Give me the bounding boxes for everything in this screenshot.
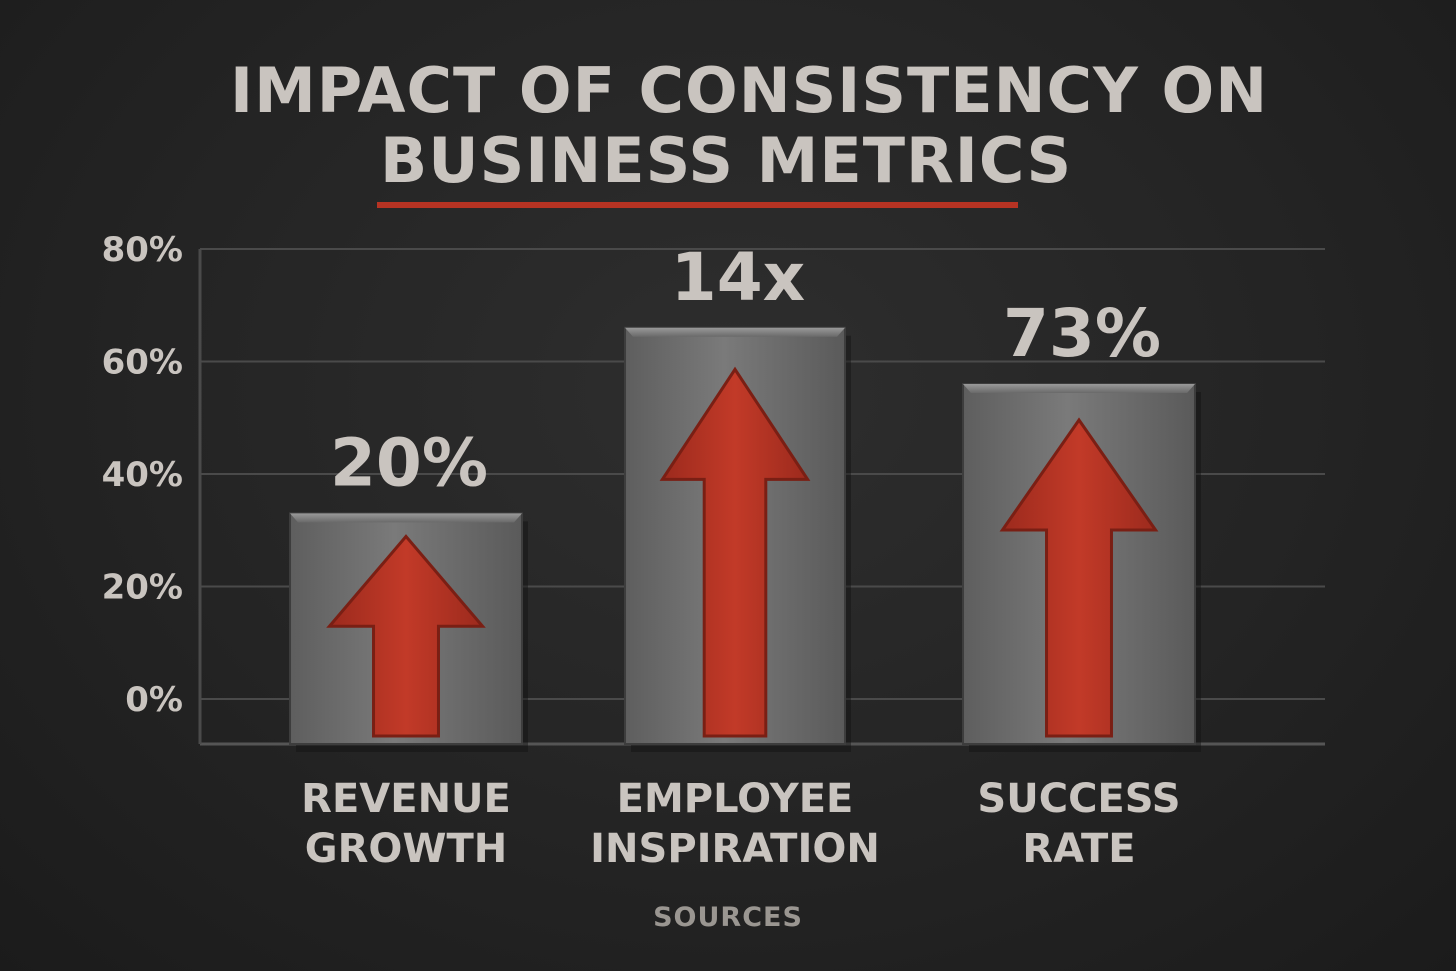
x-tick-label: EMPLOYEE bbox=[617, 776, 854, 822]
bar-3 bbox=[962, 383, 1201, 752]
bar-bevel bbox=[290, 513, 522, 523]
x-tick-label: GROWTH bbox=[305, 826, 508, 872]
bar-bevel bbox=[625, 327, 845, 337]
bar-1 bbox=[289, 512, 528, 752]
y-tick-label: 20% bbox=[102, 568, 183, 608]
up-arrow-icon bbox=[326, 534, 486, 738]
x-tick-label: INSPIRATION bbox=[590, 826, 880, 872]
x-tick-label: SUCCESS bbox=[977, 776, 1180, 822]
sources-label: SOURCES bbox=[653, 902, 803, 933]
bar-2 bbox=[624, 326, 851, 752]
up-arrow-icon bbox=[999, 417, 1159, 738]
up-arrow-icon bbox=[659, 366, 811, 738]
y-tick-label: 40% bbox=[102, 455, 183, 495]
chart-title-line-1: IMPACT OF CONSISTENCY ON bbox=[230, 54, 1269, 127]
y-tick-label: 60% bbox=[102, 343, 183, 383]
data-label: 20% bbox=[330, 424, 488, 501]
data-label: 73% bbox=[1003, 295, 1161, 372]
y-tick-label: 0% bbox=[125, 680, 183, 720]
title-underline bbox=[377, 202, 1018, 208]
bar-bevel bbox=[963, 384, 1195, 393]
chart-title-line-2: BUSINESS METRICS bbox=[380, 124, 1073, 197]
x-tick-label: RATE bbox=[1022, 826, 1135, 872]
x-tick-label: REVENUE bbox=[301, 776, 511, 822]
y-tick-label: 80% bbox=[102, 230, 183, 270]
data-label: 14x bbox=[671, 239, 805, 316]
